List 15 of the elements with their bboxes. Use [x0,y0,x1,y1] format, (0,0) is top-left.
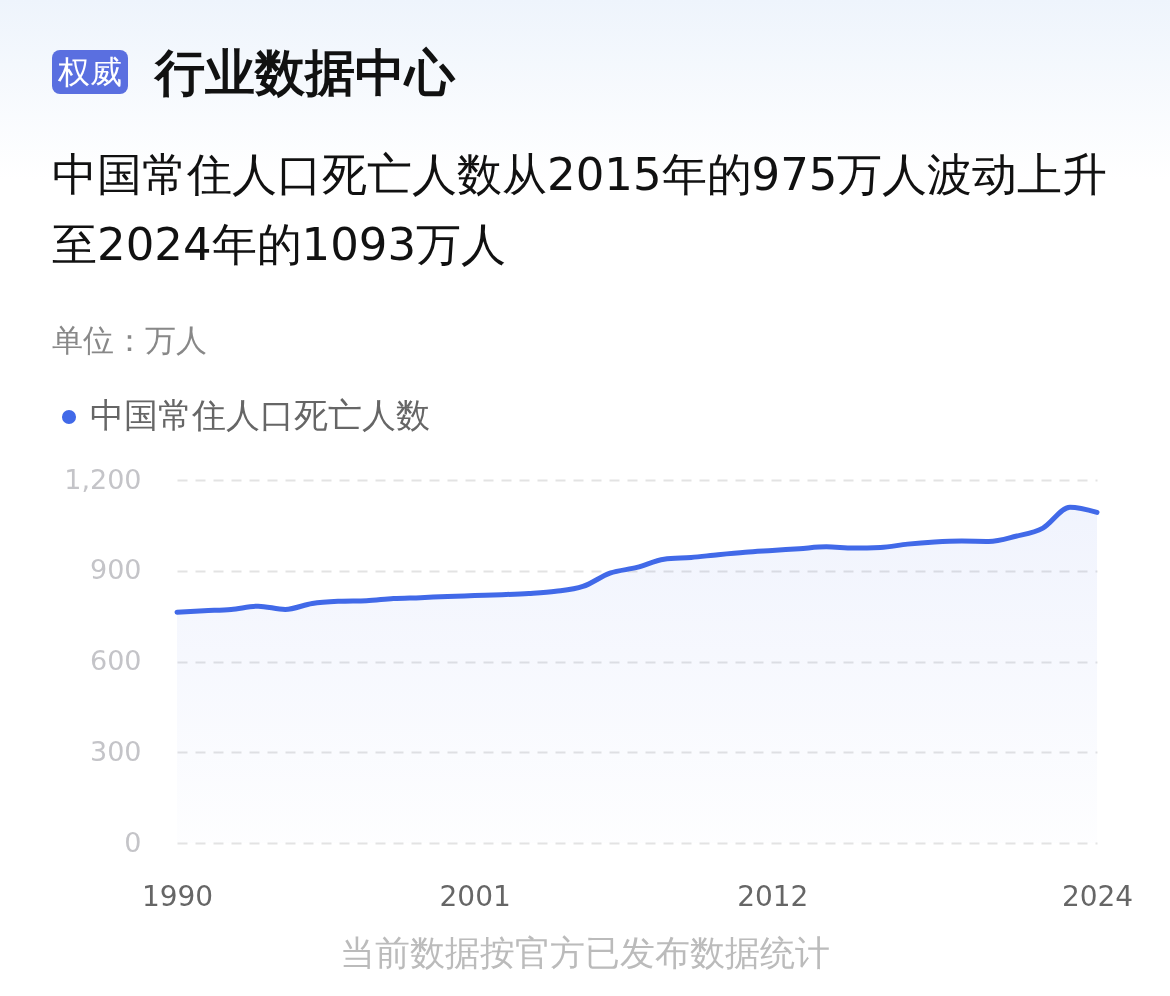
text: 当前数据按官方已发布数据统计 [339,932,831,975]
text: 权威 [52,50,128,94]
x-tick-label: 2001 [439,879,511,913]
x-tick-label: 2024 [1061,879,1134,913]
chart-subtitle: 中国常住人口死亡人数从2015年的975万人波动上升至2024年的1093万人 [52,147,1109,273]
y-tick-label: 1,200 [64,463,142,495]
y-tick-label: 0 [124,826,142,858]
y-tick-label: 600 [89,645,142,676]
y-tick-label: 900 [89,554,142,586]
x-tick-label: 1990 [141,879,214,913]
legend-label: 中国常住人口死亡人数 [90,395,430,435]
y-tick-label: 300 [89,735,142,767]
chart-title: 行业数据中心 [155,43,455,104]
x-tick-label: 2012 [737,879,809,913]
y-axis-title: 单位：万人 [52,321,207,360]
